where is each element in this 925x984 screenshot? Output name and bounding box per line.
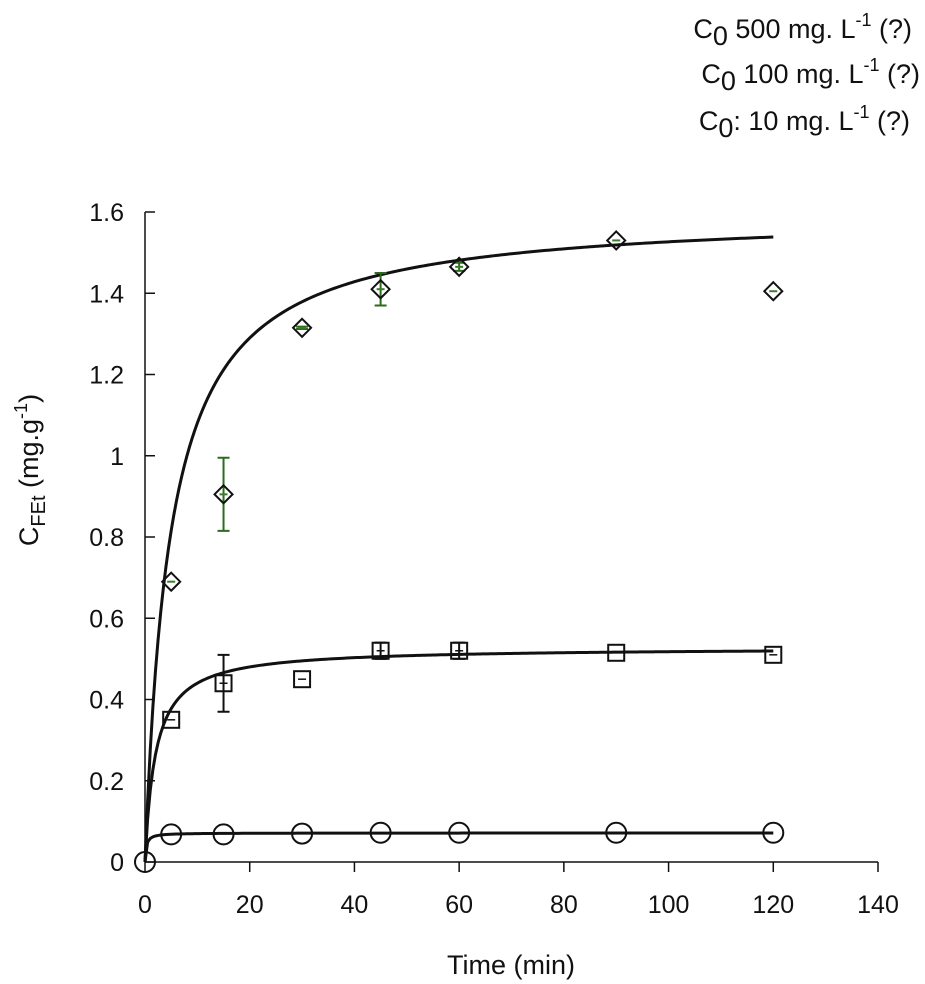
data-point-circle [762,821,785,844]
legend: C0 500 mg. L-1 (?)C0 100 mg. L-1 (?) C0: … [693,10,920,143]
y-tick-label: 1.6 [89,199,124,227]
data-point-circle [212,823,235,846]
axes [144,212,878,863]
data-point-diamond [213,483,234,505]
legend-entry: C0 100 mg. L-1 (?) [701,55,920,96]
x-tick-label: 40 [341,891,369,919]
x-axis-title: Time (min) [447,950,575,980]
y-axis-title: CFEt (mg.g-1) [11,394,50,546]
data-point-square [214,674,233,693]
data-point-diamond [448,256,470,278]
y-tick-label: 1.2 [89,362,124,390]
data-point-square [764,645,783,664]
fit-curve [143,831,774,863]
data-point-square [450,641,469,660]
y-tick-label: 0.8 [89,524,124,552]
data-point-diamond [370,278,392,300]
y-tick-label: 0.4 [89,687,124,715]
x-tick-label: 60 [445,891,473,919]
legend-entry: C0 500 mg. L-1 (?) [693,10,912,51]
data-point-circle [134,851,156,873]
data-point-circle [291,822,314,845]
x-tick-label: 0 [138,891,152,919]
x-tick-label: 100 [648,891,690,919]
x-ticks: 0 20 40 60 80 100 120 140 [138,862,899,919]
fit-curves [143,235,774,863]
fit-curve [143,235,774,863]
fit-curve [143,649,774,863]
data-point-diamond [291,317,313,339]
data-point-square [371,641,390,660]
data-point-circle [369,821,392,844]
data-point-circle [448,821,471,844]
data-point-circle [605,821,628,844]
y-tick-label: 0.2 [89,768,124,796]
data-point-square [162,710,181,729]
x-tick-label: 20 [236,891,264,919]
y-tick-label: 0.6 [89,605,124,633]
data-point-diamond [160,571,182,593]
y-tick-label: 1.4 [89,280,124,308]
y-tick-label: 1 [110,443,124,471]
data-point-circle [160,823,183,846]
x-tick-label: 80 [550,891,578,919]
legend-entry: C0: 10 mg. L-1 (?) [699,102,910,143]
x-tick-label: 120 [752,891,794,919]
data-point-square [293,670,312,689]
y-tick-label: 0 [110,849,124,877]
data-point-diamond [762,280,784,302]
data-point-square [607,643,626,662]
data-point-diamond [605,230,627,251]
y-ticks: 0 0.2 0.4 0.6 0.8 1 1.2 1.4 1.6 [89,199,155,877]
x-tick-label: 140 [857,891,899,919]
data-points [134,230,785,873]
